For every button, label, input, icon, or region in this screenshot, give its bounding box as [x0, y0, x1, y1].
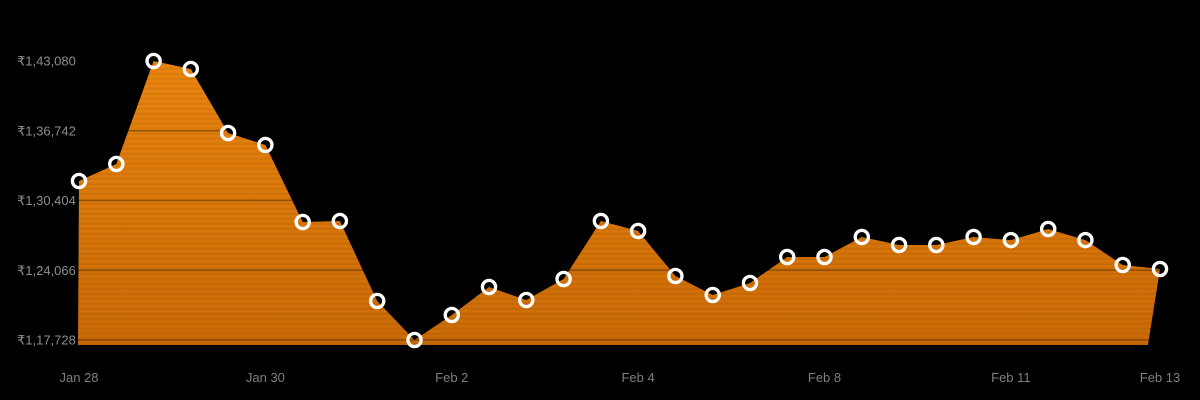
data-point-marker[interactable]	[108, 155, 125, 173]
data-point-marker[interactable]	[294, 213, 311, 231]
data-point-marker[interactable]	[629, 222, 647, 240]
data-point-marker[interactable]	[704, 286, 721, 304]
data-point-marker[interactable]	[443, 306, 461, 324]
data-point-marker[interactable]	[1151, 260, 1169, 278]
data-point-marker[interactable]	[406, 331, 423, 349]
y-axis-tick-label: ₹1,24,066	[17, 263, 76, 278]
data-point-marker[interactable]	[480, 278, 498, 296]
data-point-marker[interactable]	[778, 248, 796, 266]
data-point-marker[interactable]	[219, 124, 237, 142]
x-axis-tick-label: Jan 28	[59, 370, 98, 385]
x-axis-tick-label: Feb 11	[991, 370, 1031, 385]
x-axis-tick-label: Feb 8	[808, 370, 841, 385]
data-point-marker[interactable]	[518, 291, 535, 309]
data-point-marker[interactable]	[928, 236, 945, 254]
data-point-marker[interactable]	[853, 228, 871, 246]
data-point-marker[interactable]	[145, 52, 162, 70]
data-point-marker[interactable]	[1077, 231, 1094, 249]
data-point-marker[interactable]	[1002, 231, 1020, 249]
data-point-marker[interactable]	[890, 236, 908, 254]
data-point-marker[interactable]	[257, 136, 274, 154]
data-point-marker[interactable]	[741, 274, 759, 292]
y-axis-tick-label: ₹1,36,742	[17, 123, 76, 138]
data-point-marker[interactable]	[182, 60, 200, 78]
data-point-marker[interactable]	[965, 228, 982, 246]
data-point-marker[interactable]	[70, 172, 88, 190]
y-axis-tick-label: ₹1,43,080	[17, 54, 76, 69]
data-point-marker[interactable]	[667, 267, 684, 285]
x-axis-tick-label: Feb 13	[1140, 370, 1180, 385]
x-axis-tick-label: Feb 4	[621, 370, 654, 385]
data-point-marker[interactable]	[368, 292, 386, 310]
y-axis-tick-label: ₹1,17,728	[17, 333, 76, 348]
data-point-marker[interactable]	[1114, 256, 1131, 274]
x-axis-tick-label: Feb 2	[435, 370, 468, 385]
data-point-marker[interactable]	[331, 212, 349, 230]
data-point-marker[interactable]	[1039, 220, 1057, 238]
data-point-marker[interactable]	[592, 212, 610, 230]
data-point-marker[interactable]	[555, 270, 572, 288]
y-axis-tick-label: ₹1,30,404	[17, 193, 76, 208]
x-axis-tick-label: Jan 30	[246, 370, 285, 385]
data-point-marker[interactable]	[816, 248, 833, 266]
